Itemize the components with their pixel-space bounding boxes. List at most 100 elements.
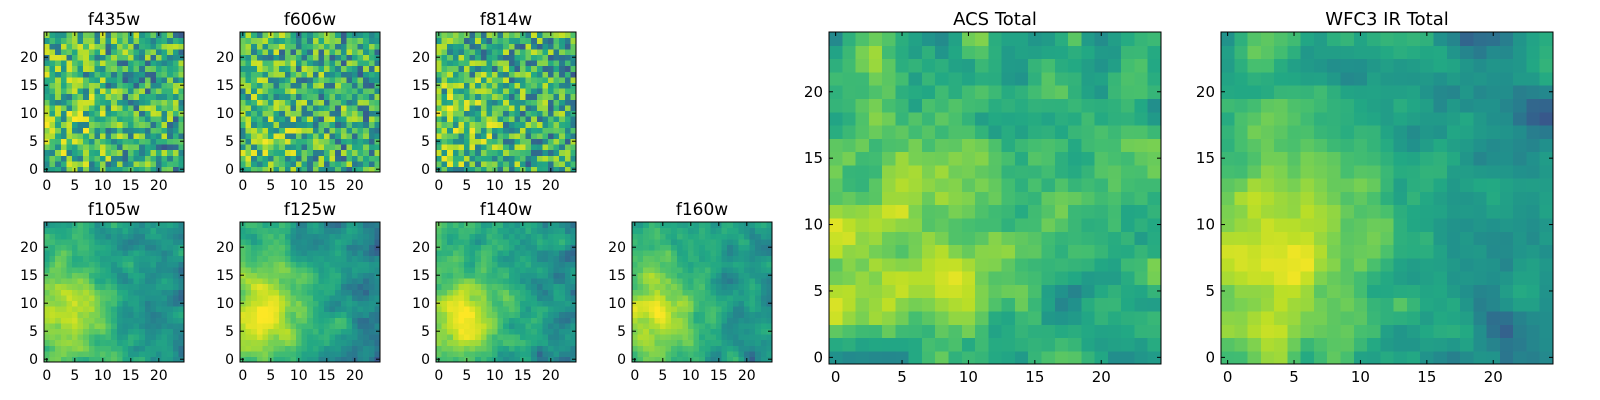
x-tick-label: 20 xyxy=(346,178,364,194)
heatmap-cell xyxy=(156,93,163,100)
heatmap-cell xyxy=(452,110,459,117)
heatmap-cell xyxy=(760,278,767,285)
heatmap-cell xyxy=(1147,244,1162,259)
heatmap-cell xyxy=(105,339,112,346)
y-tick-label: 20 xyxy=(20,50,38,66)
heatmap-cell xyxy=(671,328,678,335)
heatmap-cell xyxy=(279,37,286,44)
heatmap-cell xyxy=(1014,244,1029,259)
heatmap-cell xyxy=(139,138,146,145)
heatmap-cell xyxy=(161,48,168,55)
heatmap-cell xyxy=(508,233,515,240)
heatmap-cell xyxy=(447,261,454,268)
heatmap-cell xyxy=(88,155,95,162)
heatmap-cell xyxy=(105,222,112,229)
heatmap-cell xyxy=(312,121,319,128)
heatmap-cell xyxy=(829,164,843,179)
heatmap-cell xyxy=(60,227,67,234)
heatmap-cell xyxy=(139,255,146,262)
heatmap-cell xyxy=(486,238,493,245)
heatmap-cell xyxy=(262,48,269,55)
heatmap-cell xyxy=(699,345,706,352)
heatmap-cell xyxy=(1107,204,1122,219)
heatmap-cell xyxy=(480,116,487,123)
heatmap-cell xyxy=(458,110,465,117)
heatmap-cell xyxy=(632,350,639,357)
heatmap-cell xyxy=(290,244,297,251)
heatmap-cell xyxy=(486,255,493,262)
heatmap-cell xyxy=(508,43,515,50)
heatmap-cell xyxy=(296,334,303,341)
y-tick-label: 20 xyxy=(608,240,626,256)
heatmap-cell xyxy=(744,261,751,268)
heatmap-cell xyxy=(475,345,482,352)
heatmap-cell xyxy=(548,306,555,313)
heatmap-cell xyxy=(49,43,56,50)
heatmap-cell xyxy=(749,317,756,324)
heatmap-cell xyxy=(525,350,532,357)
heatmap-cell xyxy=(245,278,252,285)
heatmap-cell xyxy=(721,334,728,341)
heatmap-cell xyxy=(301,54,308,61)
heatmap-cell xyxy=(693,356,700,363)
heatmap-cell xyxy=(648,345,655,352)
heatmap-cell xyxy=(139,48,146,55)
heatmap-cell xyxy=(88,71,95,78)
heatmap-cell xyxy=(497,339,504,346)
heatmap-cell xyxy=(156,339,163,346)
heatmap-cell xyxy=(116,104,123,111)
heatmap-cell xyxy=(144,233,151,240)
heatmap-cell xyxy=(240,278,247,285)
heatmap-cell xyxy=(128,110,135,117)
heatmap-cell xyxy=(475,294,482,301)
heatmap-cell xyxy=(284,266,291,273)
heatmap-cell xyxy=(948,284,963,299)
heatmap-cell xyxy=(514,138,521,145)
heatmap-cell xyxy=(374,222,381,229)
heatmap-cell xyxy=(542,238,549,245)
heatmap-cell xyxy=(144,339,151,346)
heatmap-cell xyxy=(363,88,370,95)
heatmap-cell xyxy=(1081,244,1096,259)
heatmap-cell xyxy=(296,317,303,324)
heatmap-cell xyxy=(486,93,493,100)
heatmap-cell xyxy=(368,104,375,111)
heatmap-cell xyxy=(144,300,151,307)
heatmap-cells xyxy=(44,32,185,173)
heatmap-cell xyxy=(755,283,762,290)
heatmap-cell xyxy=(368,278,375,285)
heatmap-cell xyxy=(525,356,532,363)
heatmap-cell xyxy=(536,144,543,151)
heatmap-cell xyxy=(156,121,163,128)
heatmap-cell xyxy=(525,99,532,106)
heatmap-cell xyxy=(144,306,151,313)
heatmap-cell xyxy=(144,127,151,134)
heatmap-cell xyxy=(172,116,179,123)
heatmap-cell xyxy=(307,250,314,257)
heatmap-cell xyxy=(660,238,667,245)
heatmap-cell xyxy=(296,233,303,240)
heatmap-cell xyxy=(665,300,672,307)
heatmap-cell xyxy=(55,233,62,240)
heatmap-cell xyxy=(738,350,745,357)
heatmap-cell xyxy=(156,155,163,162)
heatmap-cell xyxy=(324,43,331,50)
heatmap-cell xyxy=(296,76,303,83)
heatmap-cell xyxy=(251,60,258,67)
heatmap-cell xyxy=(531,300,538,307)
heatmap-cell xyxy=(492,127,499,134)
heatmap-cell xyxy=(49,317,56,324)
heatmap-cell xyxy=(744,255,751,262)
heatmap-cell xyxy=(172,65,179,72)
heatmap-cell xyxy=(273,261,280,268)
heatmap-cell xyxy=(895,271,910,285)
heatmap-cell xyxy=(671,289,678,296)
heatmap-cell xyxy=(94,82,101,89)
heatmap-cell xyxy=(503,160,510,167)
heatmap-cell xyxy=(94,71,101,78)
heatmap-cell xyxy=(458,82,465,89)
heatmap-cell xyxy=(374,76,381,83)
heatmap-cell xyxy=(452,43,459,50)
heatmap-cell xyxy=(632,306,639,313)
heatmap-cell xyxy=(637,345,644,352)
